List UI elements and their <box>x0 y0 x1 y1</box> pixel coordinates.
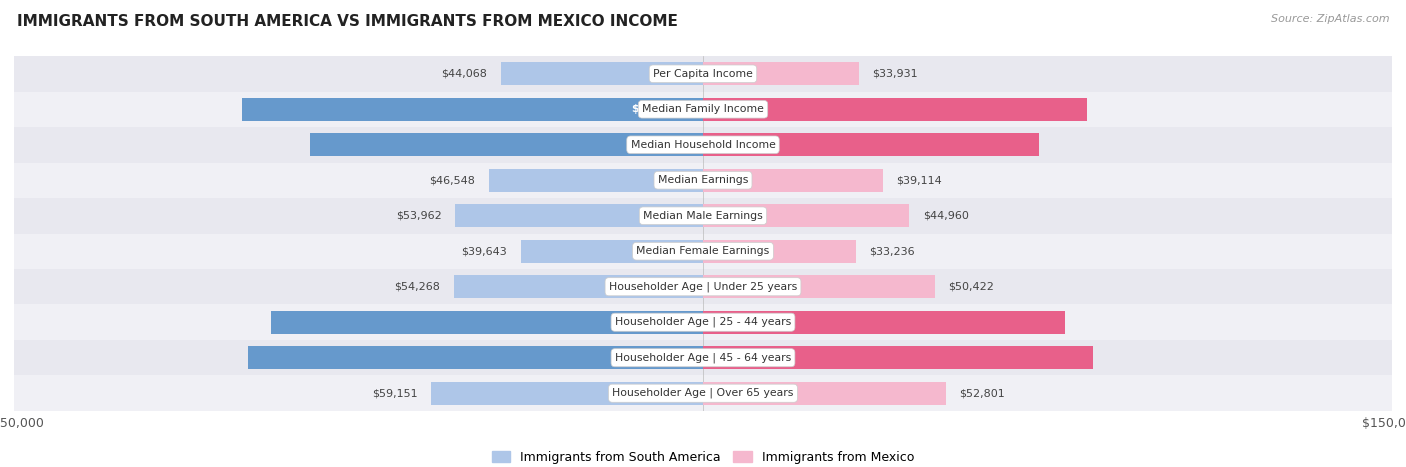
Text: $73,160: $73,160 <box>717 140 768 150</box>
Legend: Immigrants from South America, Immigrants from Mexico: Immigrants from South America, Immigrant… <box>486 446 920 467</box>
Bar <box>14 198 1392 234</box>
Bar <box>14 127 1392 163</box>
Text: Householder Age | Over 65 years: Householder Age | Over 65 years <box>612 388 794 398</box>
Bar <box>703 311 1064 334</box>
Text: $53,962: $53,962 <box>395 211 441 221</box>
Text: $83,639: $83,639 <box>717 104 768 114</box>
Text: Source: ZipAtlas.com: Source: ZipAtlas.com <box>1271 14 1389 24</box>
Text: $84,910: $84,910 <box>717 353 768 363</box>
Bar <box>703 240 856 263</box>
Text: $100,414: $100,414 <box>631 104 689 114</box>
Text: Median Male Earnings: Median Male Earnings <box>643 211 763 221</box>
Bar <box>703 204 910 227</box>
Text: $39,114: $39,114 <box>897 175 942 185</box>
Text: $50,422: $50,422 <box>949 282 994 292</box>
Text: $44,068: $44,068 <box>441 69 486 79</box>
Bar <box>14 269 1392 304</box>
Bar <box>271 311 703 334</box>
Text: $52,801: $52,801 <box>959 388 1005 398</box>
Text: Median Family Income: Median Family Income <box>643 104 763 114</box>
Text: $33,236: $33,236 <box>869 246 915 256</box>
Bar <box>14 375 1392 411</box>
Bar <box>247 346 703 369</box>
Bar <box>703 169 883 192</box>
Text: $78,809: $78,809 <box>717 317 768 327</box>
Bar <box>14 163 1392 198</box>
Bar <box>703 382 945 405</box>
Bar <box>703 133 1039 156</box>
Bar <box>14 56 1392 92</box>
Bar <box>703 275 935 298</box>
Bar <box>14 340 1392 375</box>
Bar <box>456 204 703 227</box>
Text: $39,643: $39,643 <box>461 246 508 256</box>
Bar <box>454 275 703 298</box>
Text: Householder Age | 45 - 64 years: Householder Age | 45 - 64 years <box>614 353 792 363</box>
Bar <box>501 62 703 85</box>
Text: Median Earnings: Median Earnings <box>658 175 748 185</box>
Text: $85,611: $85,611 <box>638 140 689 150</box>
Bar <box>520 240 703 263</box>
Text: Householder Age | 25 - 44 years: Householder Age | 25 - 44 years <box>614 317 792 327</box>
Text: Median Female Earnings: Median Female Earnings <box>637 246 769 256</box>
Text: $46,548: $46,548 <box>430 175 475 185</box>
Bar <box>703 346 1092 369</box>
Text: $94,042: $94,042 <box>638 317 689 327</box>
Bar <box>309 133 703 156</box>
Text: $54,268: $54,268 <box>394 282 440 292</box>
Text: IMMIGRANTS FROM SOUTH AMERICA VS IMMIGRANTS FROM MEXICO INCOME: IMMIGRANTS FROM SOUTH AMERICA VS IMMIGRA… <box>17 14 678 29</box>
Bar <box>432 382 703 405</box>
Bar <box>489 169 703 192</box>
Text: Per Capita Income: Per Capita Income <box>652 69 754 79</box>
Bar <box>14 304 1392 340</box>
Text: $33,931: $33,931 <box>873 69 918 79</box>
Bar <box>703 98 1087 121</box>
Bar <box>14 92 1392 127</box>
Text: $59,151: $59,151 <box>373 388 418 398</box>
Bar <box>14 234 1392 269</box>
Bar <box>703 62 859 85</box>
Bar <box>242 98 703 121</box>
Text: $99,126: $99,126 <box>638 353 689 363</box>
Text: $44,960: $44,960 <box>924 211 969 221</box>
Text: Householder Age | Under 25 years: Householder Age | Under 25 years <box>609 282 797 292</box>
Text: Median Household Income: Median Household Income <box>630 140 776 150</box>
